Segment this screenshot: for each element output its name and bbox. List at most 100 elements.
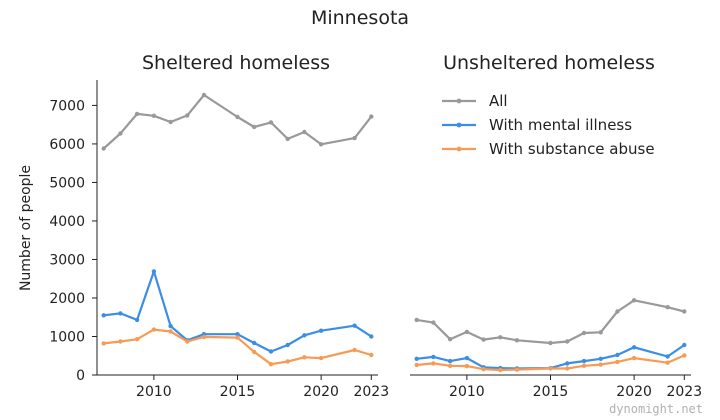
data-point-with-mental-illness-2009 [134,317,140,323]
x-tick-label-2010: 2010 [136,384,172,400]
y-tick-label-5000: 5000 [49,175,85,191]
y-tick-label-4000: 4000 [49,214,85,230]
x-tick-label-2015: 2015 [220,384,256,400]
data-point-with-substance-abuse-2019 [615,359,620,365]
data-point-with-mental-illness-2020 [631,345,637,350]
data-point-with-substance-abuse-2008 [431,361,436,366]
data-point-with-substance-abuse-2008 [118,339,123,344]
data-point-with-mental-illness-2022 [352,323,357,328]
data-point-with-mental-illness-2007 [414,356,419,361]
series-line-all-0 [102,93,373,150]
data-point-all-2023 [682,309,687,314]
data-point-all-2020 [631,298,637,303]
data-point-with-mental-illness-2018 [285,342,290,348]
data-point-with-mental-illness-2011 [168,323,173,329]
data-point-with-mental-illness-2010 [464,355,470,361]
data-point-with-substance-abuse-2018 [598,362,603,367]
data-point-all-2013 [201,92,207,98]
data-point-with-mental-illness-2018 [598,356,603,361]
y-tick-label-3000: 3000 [49,252,85,268]
data-point-with-substance-abuse-2007 [414,362,419,368]
data-point-with-mental-illness-2008 [431,354,436,360]
data-point-all-2022 [352,135,357,141]
data-point-with-mental-illness-2019 [615,352,620,358]
data-point-with-substance-abuse-2019 [302,355,307,360]
y-tick-label-7000: 7000 [49,98,85,114]
data-point-with-substance-abuse-2022 [352,347,357,353]
data-point-with-mental-illness-2022 [665,354,670,359]
data-point-with-substance-abuse-2013 [201,334,207,340]
legend: All With mental illness With substance abu… [442,92,655,158]
data-point-with-substance-abuse-2010 [151,327,157,332]
data-point-with-substance-abuse-2016 [252,349,257,355]
data-point-with-substance-abuse-2015 [548,366,553,371]
data-point-with-substance-abuse-2012 [498,367,503,373]
data-point-with-substance-abuse-2011 [168,329,173,334]
x-tick-label-2023: 2023 [353,384,389,400]
data-point-all-2012 [185,113,190,118]
data-point-with-mental-illness-2008 [118,311,123,316]
data-point-with-substance-abuse-2010 [464,363,470,369]
data-point-all-2009 [447,337,453,342]
data-point-with-substance-abuse-2017 [581,363,587,368]
data-point-with-mental-illness-2023 [369,334,374,339]
data-point-with-mental-illness-2016 [252,340,257,346]
data-point-all-2013 [514,338,520,343]
series-line-all-1 [415,299,686,345]
data-point-with-mental-illness-2009 [447,358,453,364]
sheltered-panel-title: Sheltered homeless [142,52,330,74]
x-tick-label-2020: 2020 [616,384,652,400]
data-point-with-mental-illness-2015 [235,332,240,337]
data-point-with-substance-abuse-2007 [101,341,106,346]
data-point-with-substance-abuse-2012 [185,339,190,344]
data-point-all-2015 [548,340,553,346]
data-point-all-2017 [268,120,274,125]
data-point-with-substance-abuse-2013 [514,367,520,372]
data-point-with-substance-abuse-2009 [447,363,453,368]
data-point-all-2022 [665,305,670,310]
data-point-with-mental-illness-2017 [581,358,587,364]
data-point-all-2018 [285,136,290,142]
data-point-all-2019 [302,129,307,135]
legend-label-with-mental-illness: With mental illness [489,116,632,134]
data-point-with-mental-illness-2023 [682,342,687,348]
data-point-all-2019 [615,309,620,314]
x-tick-label-2010: 2010 [449,384,485,400]
legend-marker-with-mental-illness [456,122,462,128]
data-point-all-2011 [481,337,486,342]
data-point-with-mental-illness-2007 [101,313,106,318]
data-point-with-substance-abuse-2023 [369,352,374,358]
data-point-with-substance-abuse-2011 [481,367,486,372]
data-point-with-substance-abuse-2016 [565,366,570,371]
data-point-with-mental-illness-2016 [565,361,570,366]
y-axis-label: Number of people [18,165,34,291]
x-tick-label-2020: 2020 [303,384,339,400]
data-point-with-substance-abuse-2023 [682,353,687,358]
data-point-all-2008 [431,320,436,325]
unsheltered-panel-title: Unsheltered homeless [443,52,655,74]
data-point-with-mental-illness-2017 [268,349,274,354]
data-point-all-2012 [498,335,503,340]
y-tick-label-2000: 2000 [49,291,85,307]
data-point-all-2007 [101,146,106,151]
x-tick-label-2023: 2023 [666,384,702,400]
watermark: dynomight.net [609,402,703,416]
sheltered-panel: Sheltered homeless 2010 2015 2020 2023 0 1000… [49,52,389,400]
data-point-all-2009 [134,111,140,117]
data-point-with-mental-illness-2010 [151,269,157,274]
data-point-all-2016 [565,339,570,344]
data-point-with-substance-abuse-2015 [235,335,240,340]
data-point-all-2011 [168,119,173,125]
x-tick-label-2015: 2015 [533,384,569,400]
data-point-all-2018 [598,330,603,335]
data-point-all-2020 [318,142,324,147]
y-tick-label-0: 0 [76,368,85,384]
data-point-all-2017 [581,330,587,336]
figure-title: Minnesota [311,7,409,29]
data-point-with-substance-abuse-2009 [134,337,140,342]
data-point-with-mental-illness-2019 [302,333,307,338]
data-point-all-2007 [414,317,419,323]
y-tick-label-1000: 1000 [49,329,85,345]
data-point-all-2010 [464,329,470,335]
